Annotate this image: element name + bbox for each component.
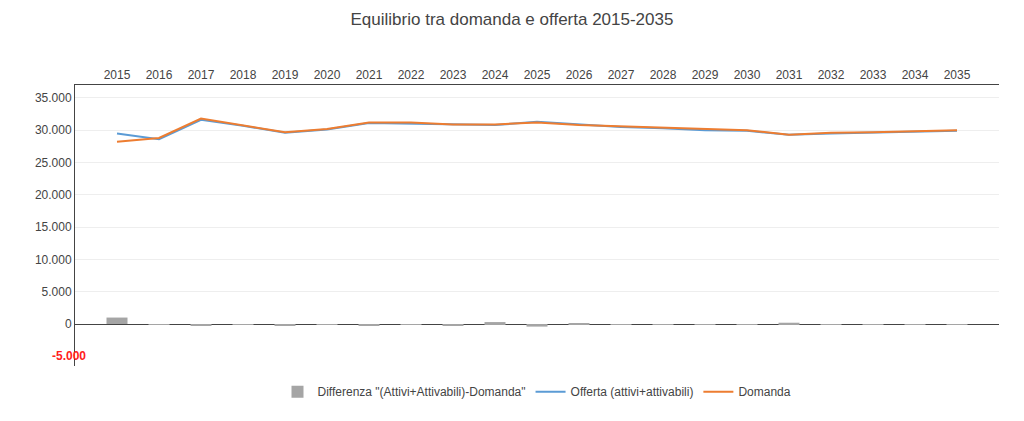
svg-text:2031: 2031 xyxy=(776,68,803,82)
svg-text:2015: 2015 xyxy=(104,68,131,82)
svg-text:2034: 2034 xyxy=(902,68,929,82)
svg-text:2032: 2032 xyxy=(818,68,845,82)
svg-text:2019: 2019 xyxy=(272,68,299,82)
svg-text:2021: 2021 xyxy=(356,68,383,82)
svg-text:2018: 2018 xyxy=(230,68,257,82)
svg-text:-5.000: -5.000 xyxy=(52,349,86,363)
svg-text:35.000: 35.000 xyxy=(35,91,72,105)
svg-text:2020: 2020 xyxy=(314,68,341,82)
svg-text:2016: 2016 xyxy=(146,68,173,82)
svg-text:30.000: 30.000 xyxy=(35,123,72,137)
svg-text:10.000: 10.000 xyxy=(35,253,72,267)
svg-text:5.000: 5.000 xyxy=(42,285,72,299)
svg-text:15.000: 15.000 xyxy=(35,220,72,234)
svg-text:20.000: 20.000 xyxy=(35,188,72,202)
svg-text:2022: 2022 xyxy=(398,68,425,82)
svg-text:2023: 2023 xyxy=(440,68,467,82)
svg-text:2024: 2024 xyxy=(482,68,509,82)
svg-text:Domanda: Domanda xyxy=(738,385,790,399)
svg-text:2033: 2033 xyxy=(860,68,887,82)
svg-text:2027: 2027 xyxy=(608,68,635,82)
svg-text:2035: 2035 xyxy=(944,68,971,82)
svg-text:2026: 2026 xyxy=(566,68,593,82)
svg-text:2017: 2017 xyxy=(188,68,215,82)
svg-text:Differenza "(Attivi+Attivabili: Differenza "(Attivi+Attivabili)-Domanda" xyxy=(318,385,526,399)
svg-text:2025: 2025 xyxy=(524,68,551,82)
svg-text:2028: 2028 xyxy=(650,68,677,82)
svg-text:0: 0 xyxy=(65,317,72,331)
svg-text:Equilibrio tra domanda e offer: Equilibrio tra domanda e offerta 2015-20… xyxy=(351,10,674,29)
svg-text:2029: 2029 xyxy=(692,68,719,82)
svg-text:2030: 2030 xyxy=(734,68,761,82)
svg-text:25.000: 25.000 xyxy=(35,156,72,170)
svg-text:Offerta (attivi+attivabili): Offerta (attivi+attivabili) xyxy=(571,385,694,399)
